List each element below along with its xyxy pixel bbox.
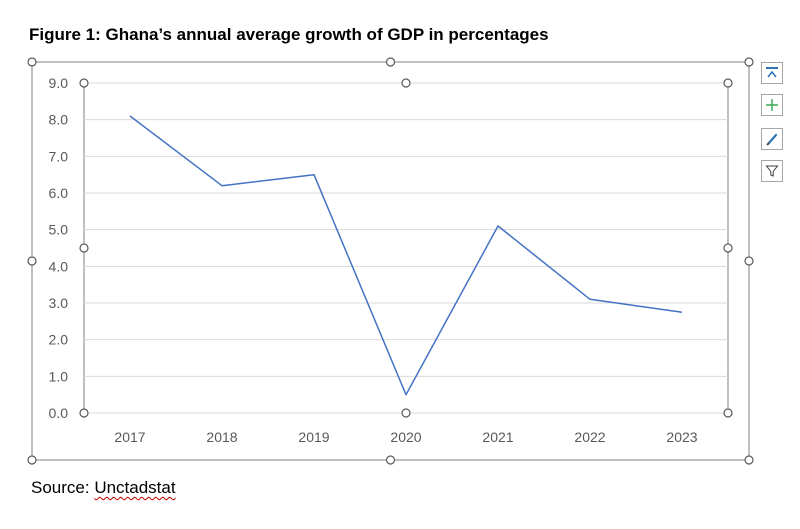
plus-icon (765, 98, 779, 112)
data-point[interactable] (495, 223, 501, 229)
y-tick-label: 4.0 (49, 258, 69, 274)
source-prefix: Source: (31, 478, 95, 497)
data-point[interactable] (403, 392, 409, 398)
plot-area-handle[interactable] (79, 243, 89, 253)
data-point[interactable] (219, 183, 225, 189)
funnel-icon (765, 164, 779, 178)
y-tick-label: 0.0 (49, 405, 69, 421)
chart-area-handle[interactable] (744, 57, 754, 67)
plot-area-handle[interactable] (401, 78, 411, 88)
y-tick-label: 8.0 (49, 112, 69, 128)
plot-area-handle[interactable] (723, 243, 733, 253)
plot-area-handle[interactable] (79, 78, 89, 88)
data-point[interactable] (311, 172, 317, 178)
plot-area-handle[interactable] (723, 78, 733, 88)
chart-area-handle[interactable] (27, 256, 37, 266)
series-line[interactable] (129, 115, 683, 396)
chart-area-handle[interactable] (744, 256, 754, 266)
chart-area-frame[interactable] (31, 61, 750, 461)
x-tick-label: 2020 (390, 429, 421, 445)
y-axis-tick-labels: 0.0 1.0 2.0 3.0 4.0 5.0 6.0 7.0 8.0 9.0 (49, 75, 69, 421)
x-tick-label: 2017 (114, 429, 145, 445)
data-point[interactable] (587, 296, 593, 302)
x-tick-label: 2021 (482, 429, 513, 445)
plot-area-handle[interactable] (401, 408, 411, 418)
chart-area-handle[interactable] (744, 455, 754, 465)
x-tick-label: 2019 (298, 429, 329, 445)
plot-area-handle[interactable] (79, 408, 89, 418)
chart-filters-button[interactable] (761, 160, 783, 182)
y-tick-label: 9.0 (49, 75, 69, 91)
y-tick-label: 5.0 (49, 222, 69, 238)
x-tick-label: 2018 (206, 429, 237, 445)
brush-icon (765, 132, 779, 146)
x-axis-tick-labels: 2017 2018 2019 2020 2021 2022 2023 (114, 429, 697, 445)
plot-area-handle[interactable] (723, 408, 733, 418)
series-group[interactable] (127, 113, 685, 398)
source-name: Unctadstat (94, 478, 176, 497)
chart-area-handle[interactable] (27, 57, 37, 67)
chart-area-handle[interactable] (27, 455, 37, 465)
plot-area-frame[interactable] (83, 82, 729, 414)
chart-area-handle[interactable] (385, 57, 396, 67)
chart-layout-button[interactable] (761, 62, 783, 84)
chart-area-handle[interactable] (385, 455, 396, 465)
chart-elements-icon (765, 66, 779, 80)
add-element-button[interactable] (761, 94, 783, 116)
y-tick-label: 7.0 (49, 148, 69, 164)
data-point[interactable] (127, 113, 133, 119)
data-point[interactable] (679, 309, 685, 315)
selection-handles[interactable] (27, 57, 754, 465)
gridlines (84, 82, 728, 414)
chart-styles-button[interactable] (761, 128, 783, 150)
y-tick-label: 3.0 (49, 295, 69, 311)
x-tick-label: 2023 (666, 429, 697, 445)
y-tick-label: 2.0 (49, 332, 69, 348)
figure-title: Figure 1: Ghana’s annual average growth … (29, 25, 549, 44)
y-tick-label: 1.0 (49, 368, 69, 384)
source-note: Source: Unctadstat (31, 478, 176, 498)
x-tick-label: 2022 (574, 429, 605, 445)
y-tick-label: 6.0 (49, 185, 69, 201)
